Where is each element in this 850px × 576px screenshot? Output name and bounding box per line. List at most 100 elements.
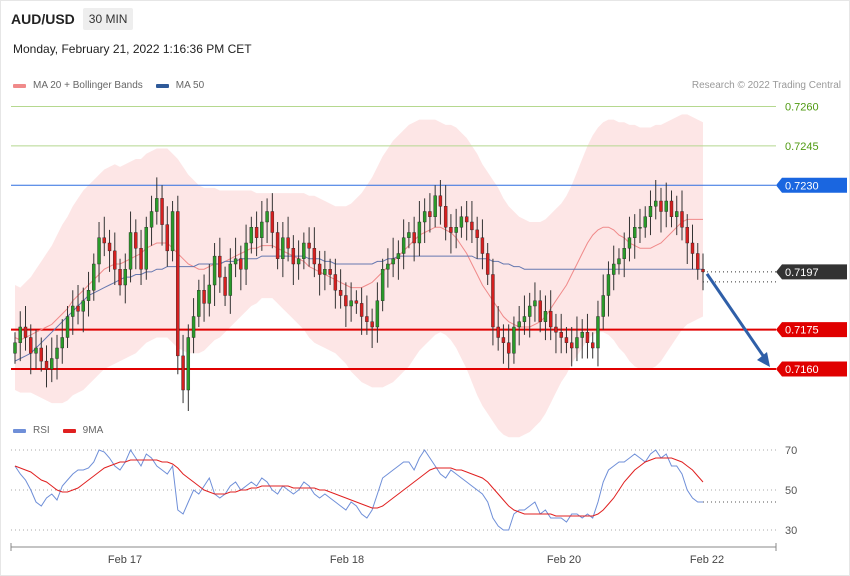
candle <box>512 316 516 364</box>
candle <box>170 201 175 262</box>
candle-body <box>548 311 553 328</box>
candle <box>286 216 290 262</box>
level-label-0-7245: 0.7245 <box>785 141 819 153</box>
candle <box>622 232 626 278</box>
candle <box>144 216 148 280</box>
candle-body <box>522 316 527 322</box>
candle <box>302 232 306 270</box>
candle-body <box>312 248 317 265</box>
level-tag-label: 0.7175 <box>785 325 819 337</box>
candle <box>44 345 49 388</box>
candle <box>218 237 222 293</box>
candle-body <box>149 211 154 228</box>
candle <box>401 219 406 270</box>
chart-header: AUD/USD 30 MIN <box>11 7 134 31</box>
candle-body <box>533 300 537 307</box>
candle <box>338 269 343 309</box>
candle <box>596 300 600 367</box>
candle <box>76 285 80 325</box>
candle <box>575 316 579 362</box>
candle <box>176 195 180 375</box>
candle-body <box>155 198 159 212</box>
candle-body <box>391 258 395 265</box>
candle-body <box>638 227 642 229</box>
candle-body <box>128 232 133 270</box>
candle-body <box>44 360 49 370</box>
candle-body <box>139 248 143 270</box>
candle-body <box>296 258 301 265</box>
candle-body <box>317 263 322 275</box>
forecast-arrow-shaft <box>705 273 768 361</box>
level-tag-0-7175: 0.7175 <box>776 322 847 338</box>
candle-body <box>375 300 380 328</box>
candle-body <box>601 295 605 317</box>
candle <box>654 180 658 220</box>
candle-body <box>591 342 595 349</box>
candle-body <box>470 221 474 231</box>
ma50-line <box>14 255 703 362</box>
candle <box>485 243 490 285</box>
candle <box>449 214 453 254</box>
candle-body <box>585 332 590 343</box>
candle <box>391 237 395 278</box>
legend-label-ma50: MA 50 <box>175 80 205 91</box>
candle <box>118 258 122 296</box>
candle <box>181 334 185 404</box>
legend-label-ma20: MA 20 + Bollinger Bands <box>33 80 143 91</box>
candle-body <box>443 206 448 228</box>
candle <box>223 266 227 306</box>
candle-body <box>696 253 700 270</box>
legend-item-rsi: RSI <box>13 425 50 436</box>
candle <box>260 201 264 251</box>
candle <box>554 313 558 354</box>
candle-body <box>249 227 254 244</box>
timestamp: Monday, February 21, 2022 1:16:36 PM CET <box>13 42 252 56</box>
level-tag-0-7197: 0.7197 <box>776 264 847 280</box>
candle <box>323 250 327 291</box>
candle <box>113 232 117 285</box>
candle-body <box>344 295 348 307</box>
candle <box>139 229 143 285</box>
level-tag-0-7230: 0.7230 <box>776 177 847 193</box>
candle-body <box>244 242 248 270</box>
symbol-label: AUD/USD <box>11 11 75 27</box>
level-tag-bg <box>776 264 847 280</box>
legend-swatch-ma50 <box>155 83 169 88</box>
candle <box>591 332 595 359</box>
candle <box>65 306 70 348</box>
candle <box>207 264 212 317</box>
interval-badge[interactable]: 30 MIN <box>82 8 134 30</box>
candle <box>464 201 469 241</box>
candle <box>696 243 700 280</box>
candle-body <box>186 337 191 391</box>
candle <box>228 248 233 314</box>
rsi-legend: RSI 9MA <box>13 425 116 436</box>
candle <box>92 253 96 301</box>
candle-body <box>664 200 668 212</box>
candle-body <box>643 216 647 228</box>
candle <box>375 282 380 343</box>
candle-body <box>81 300 85 312</box>
candle <box>612 245 616 291</box>
candle <box>249 216 254 254</box>
candles <box>13 177 705 411</box>
candle <box>564 327 569 354</box>
candle <box>165 206 170 267</box>
candle-body <box>496 326 500 338</box>
level-tag-bg <box>776 177 847 193</box>
candle-body <box>412 232 416 244</box>
candle-body <box>71 305 75 317</box>
candle-body <box>107 242 112 252</box>
candle <box>480 219 485 270</box>
candle <box>71 290 75 335</box>
candle <box>580 319 584 359</box>
candle-body <box>543 311 548 322</box>
candle-body <box>29 337 33 354</box>
candle-body <box>118 269 122 286</box>
candle-body <box>480 237 485 254</box>
candle-body <box>501 337 506 343</box>
candle-body <box>454 227 458 233</box>
time-tick-label: Feb 17 <box>108 554 142 566</box>
rsi-ma-line <box>14 457 704 517</box>
candle-body <box>438 195 443 207</box>
